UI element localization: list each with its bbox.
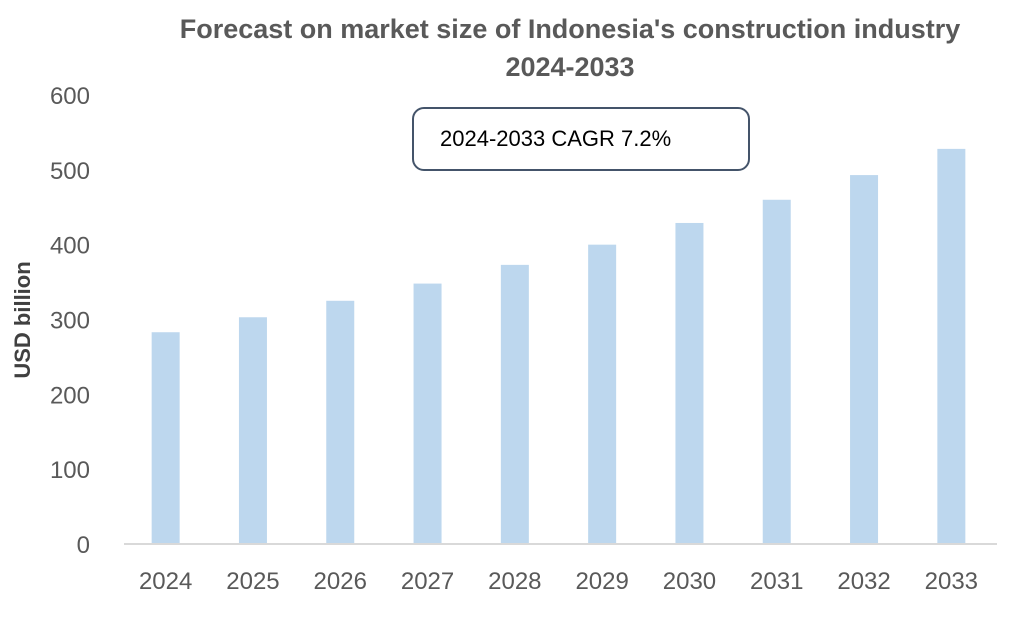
- y-axis-label: USD billion: [10, 261, 35, 378]
- bar-2031: [762, 199, 791, 544]
- y-tick-label: 400: [50, 233, 90, 260]
- y-tick-label: 200: [50, 382, 90, 409]
- x-tick-label: 2025: [226, 568, 279, 595]
- bar-2027: [413, 283, 442, 544]
- y-tick-label: 100: [50, 457, 90, 484]
- x-tick-label: 2029: [575, 568, 628, 595]
- bar-2032: [850, 175, 879, 545]
- bar-2030: [675, 222, 704, 544]
- x-tick-label: 2032: [837, 568, 890, 595]
- y-tick-label: 500: [50, 158, 90, 185]
- bar-2025: [238, 317, 267, 544]
- x-tick-label: 2031: [750, 568, 803, 595]
- x-tick-label: 2033: [925, 568, 978, 595]
- bar-2029: [588, 244, 617, 544]
- subtitle-line: 2024-2033: [505, 52, 635, 82]
- chart-title: Forecast on market size of Indonesia's c…: [120, 10, 1020, 86]
- y-tick-label: 0: [77, 532, 90, 559]
- x-tick-label: 2030: [663, 568, 716, 595]
- bar-2024: [151, 332, 180, 544]
- x-tick-label: 2024: [139, 568, 192, 595]
- y-tick-label: 300: [50, 308, 90, 335]
- cagr-annotation: 2024-2033 CAGR 7.2%: [412, 107, 750, 171]
- x-tick-label: 2026: [314, 568, 367, 595]
- y-tick-label: 600: [50, 83, 90, 110]
- title-line: Forecast on market size of Indonesia's c…: [179, 14, 961, 44]
- x-tick-label: 2028: [488, 568, 541, 595]
- bar-2033: [937, 148, 966, 544]
- bar-2026: [326, 300, 355, 544]
- bar-2028: [500, 264, 529, 544]
- x-tick-label: 2027: [401, 568, 454, 595]
